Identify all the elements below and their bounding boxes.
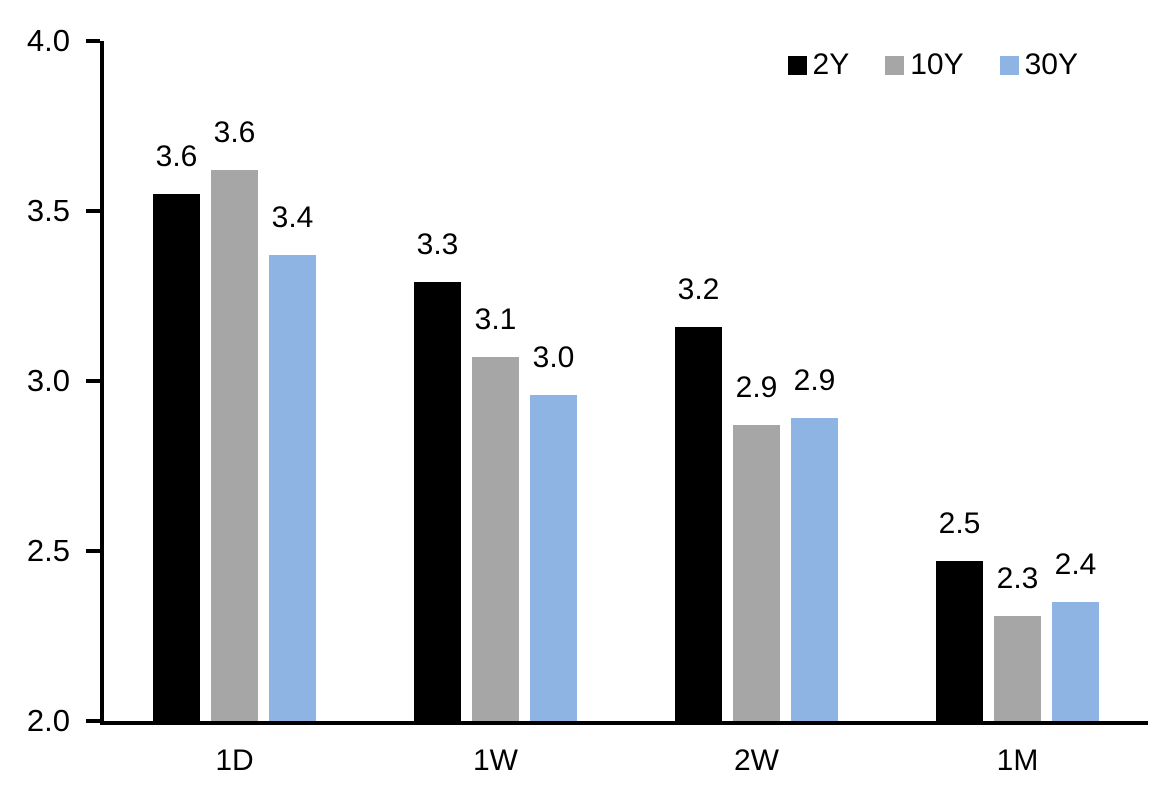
bar-value-label: 3.1 (474, 303, 517, 336)
legend-item-2y: 2Y (787, 46, 850, 84)
x-axis-labels: 1D 1W 2W 1M (104, 743, 1148, 779)
x-axis-label-1m: 1M (996, 744, 1039, 777)
bar-value-label: 3.6 (213, 116, 256, 149)
x-axis-label-1w: 1W (473, 744, 518, 777)
y-tick-mark (86, 379, 100, 383)
legend-item-10y: 10Y (885, 46, 964, 84)
y-tick-mark (86, 209, 100, 213)
bar-value-label: 2.3 (996, 562, 1039, 595)
bar-30y-2w: 2.9 (791, 365, 838, 721)
legend-item-30y: 30Y (999, 46, 1078, 84)
bar-value-label: 3.2 (677, 273, 720, 306)
y-tick-label-2.5: 2.5 (26, 533, 70, 568)
y-tick-label-3.0: 3.0 (26, 363, 70, 398)
bar-10y-1d: 3.6 (211, 117, 258, 721)
y-tick-label-2.0: 2.0 (26, 703, 70, 738)
y-tick-mark (86, 39, 100, 43)
legend-label: 2Y (812, 48, 850, 81)
legend: 2Y 10Y 30Y (787, 46, 1078, 84)
y-tick-label-4.0: 4.0 (26, 23, 70, 58)
x-axis-label-2w: 2W (734, 744, 779, 777)
bar-2y-1w: 3.3 (414, 229, 461, 721)
bar-group-1d: 3.6 3.6 3.4 (104, 41, 365, 721)
legend-swatch-10y (885, 55, 905, 75)
legend-swatch-30y (999, 55, 1019, 75)
bar-group-1w: 3.3 3.1 3.0 (365, 41, 626, 721)
bar-2y-1d: 3.6 (153, 141, 200, 721)
bar-30y-1w: 3.0 (530, 342, 577, 721)
legend-label: 30Y (1024, 48, 1078, 81)
bar-value-label: 2.4 (1054, 548, 1097, 581)
legend-swatch-2y (787, 55, 807, 75)
bar-value-label: 2.9 (793, 364, 836, 397)
bar-groups: 3.6 3.6 3.4 3.3 3.1 3.0 3.2 2.9 2.9 2.5 2.3 2.4 (104, 41, 1148, 721)
bar-10y-2w: 2.9 (733, 372, 780, 721)
bar-10y-1w: 3.1 (472, 304, 519, 721)
bar-2y-1m: 2.5 (936, 508, 983, 721)
bar-group-2w: 3.2 2.9 2.9 (626, 41, 887, 721)
plot-area: 3.6 3.6 3.4 3.3 3.1 3.0 3.2 2.9 2.9 2.5 2.3 2.4 (86, 39, 1148, 725)
bar-value-label: 3.0 (532, 341, 575, 374)
bar-value-label: 3.4 (271, 201, 314, 234)
bar-group-1m: 2.5 2.3 2.4 (887, 41, 1148, 721)
y-tick-mark (86, 549, 100, 553)
bar-value-label: 3.6 (155, 140, 198, 173)
x-axis-label-1d: 1D (215, 744, 254, 777)
bar-2y-2w: 3.2 (675, 274, 722, 721)
bar-value-label: 3.3 (416, 228, 459, 261)
bar-10y-1m: 2.3 (994, 563, 1041, 721)
bar-value-label: 2.5 (938, 507, 981, 540)
bar-value-label: 2.9 (735, 371, 778, 404)
y-tick-label-3.5: 3.5 (26, 193, 70, 228)
legend-label: 10Y (910, 48, 964, 81)
y-tick-mark (86, 719, 100, 723)
bar-30y-1d: 3.4 (269, 202, 316, 721)
bar-30y-1m: 2.4 (1052, 549, 1099, 721)
